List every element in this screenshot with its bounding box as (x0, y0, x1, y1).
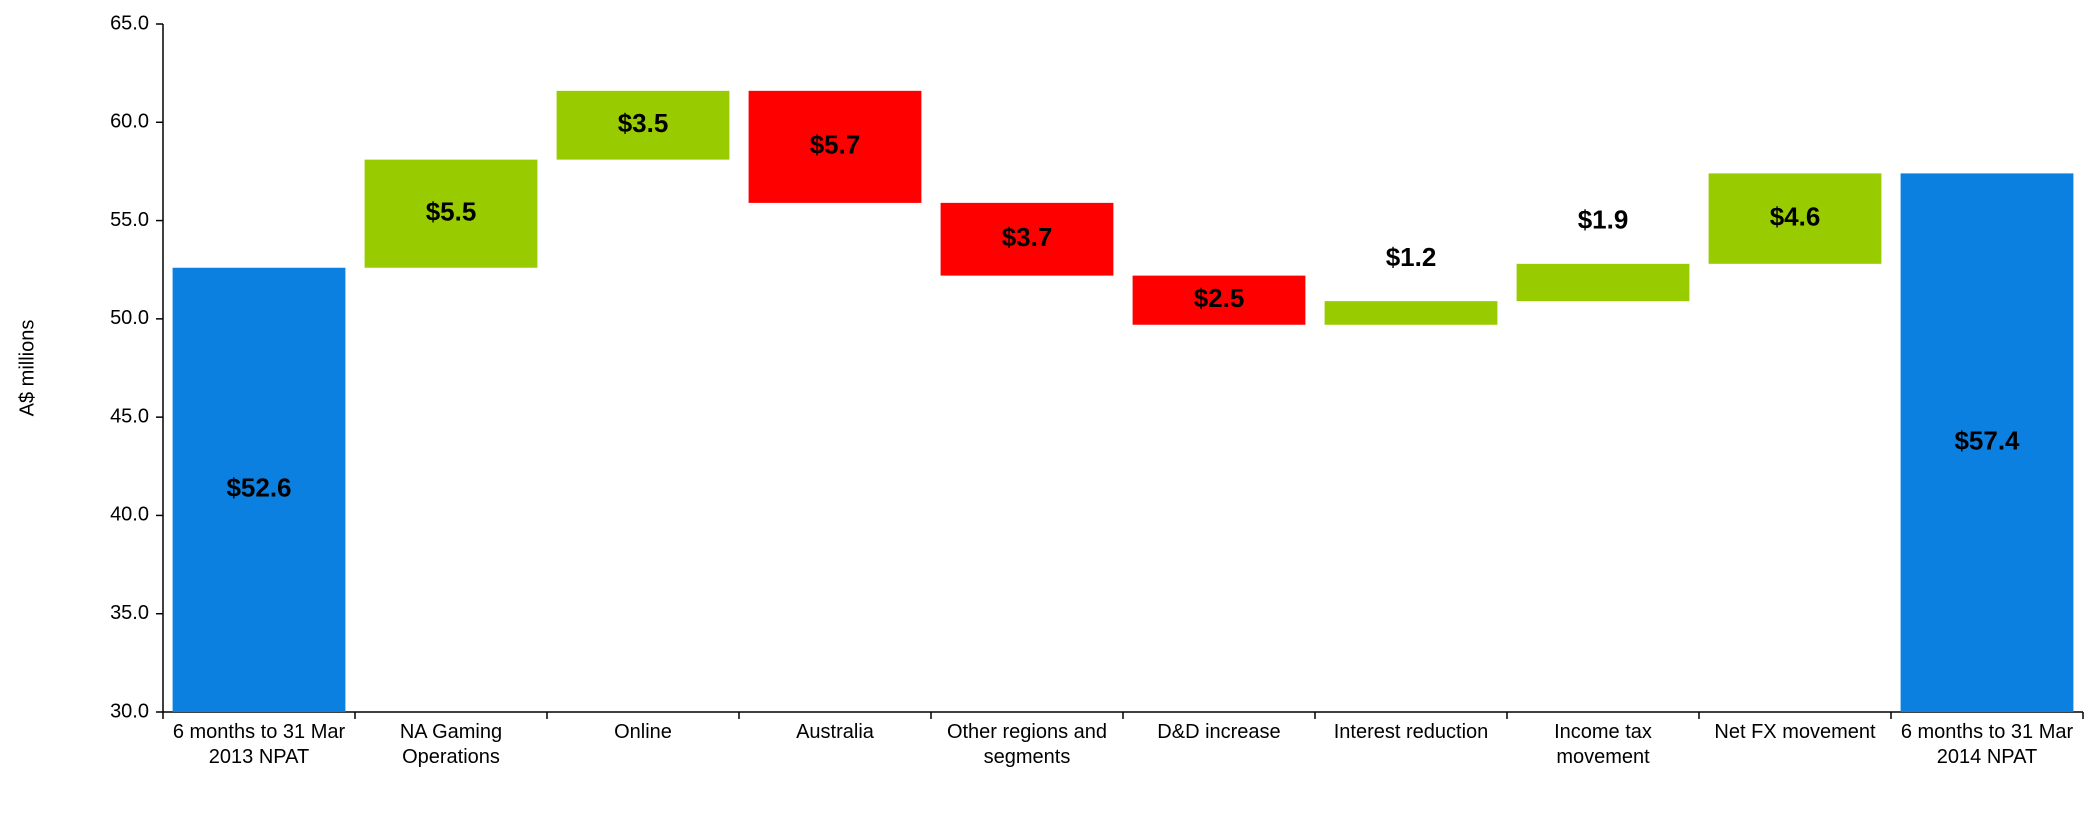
data-label: $1.9 (1578, 205, 1629, 235)
data-label: $3.7 (1002, 222, 1053, 252)
y-tick-label: 55.0 (110, 209, 149, 231)
y-tick-label: 40.0 (110, 504, 149, 526)
x-tick-label-box: 6 months to 31 Mar 2014 NPAT (1900, 721, 2074, 768)
x-tick-label: Other regions and segments (946, 721, 1108, 768)
bar (172, 267, 346, 712)
data-label: $5.7 (810, 130, 861, 160)
bar (1132, 275, 1306, 325)
bar (556, 90, 730, 160)
bar (1516, 263, 1690, 302)
x-tick-label-box: Australia (796, 721, 874, 743)
y-tick-label: 50.0 (110, 307, 149, 329)
data-label: $57.4 (1954, 426, 2020, 456)
x-tick-label: Australia (796, 721, 874, 743)
x-tick-label-box: Income tax movement (1554, 721, 1652, 768)
x-tick-label-box: NA Gaming Operations (399, 721, 503, 768)
x-tick-label: Net FX movement (1714, 721, 1876, 743)
bar (940, 202, 1114, 276)
bar (1324, 301, 1498, 325)
x-tick-label: NA Gaming Operations (399, 721, 503, 768)
x-tick-label-box: Net FX movement (1714, 721, 1876, 743)
y-tick-label: 35.0 (110, 602, 149, 624)
x-tick-label-box: Other regions and segments (946, 721, 1108, 768)
y-tick-label: 60.0 (110, 111, 149, 133)
x-tick-label: Online (614, 721, 672, 743)
y-tick-label: 30.0 (110, 700, 149, 722)
y-axis-label: A$ millions (16, 320, 38, 417)
bar (364, 159, 538, 268)
x-tick-label-box: D&D increase (1157, 721, 1281, 743)
bar (1900, 173, 2074, 712)
y-tick-label: 65.0 (110, 12, 149, 34)
y-tick-label: 45.0 (110, 405, 149, 427)
x-tick-label-box: 6 months to 31 Mar 2013 NPAT (172, 721, 346, 768)
data-label: $4.6 (1770, 201, 1821, 231)
data-label: $52.6 (226, 473, 291, 503)
x-tick-label: D&D increase (1157, 721, 1281, 743)
data-label: $2.5 (1194, 283, 1245, 313)
x-tick-label-box: Interest reduction (1333, 721, 1489, 743)
x-tick-label-box: Online (614, 721, 672, 743)
data-label: $3.5 (618, 108, 669, 138)
x-tick-label: 6 months to 31 Mar 2013 NPAT (172, 721, 346, 768)
data-label: $1.2 (1386, 242, 1437, 272)
data-label: $5.5 (426, 197, 477, 227)
bar (748, 90, 922, 203)
bar (1708, 173, 1882, 264)
x-tick-label: Income tax movement (1554, 721, 1652, 768)
x-tick-label: 6 months to 31 Mar 2014 NPAT (1900, 721, 2074, 768)
x-tick-label: Interest reduction (1333, 721, 1489, 743)
